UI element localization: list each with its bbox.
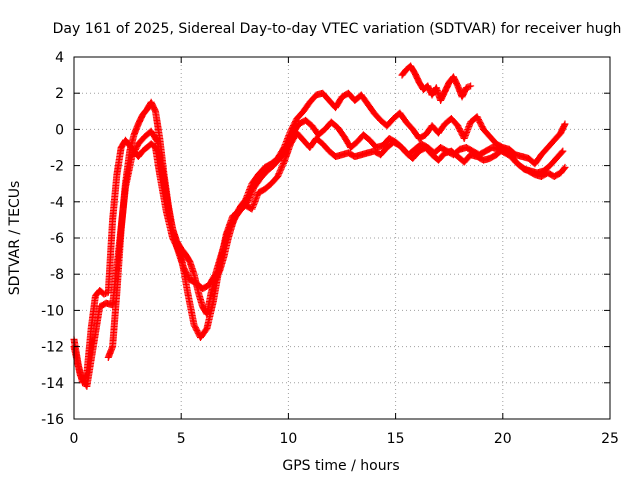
data-markers [70,62,569,390]
y-tick-label: 0 [55,122,64,138]
y-tick-label: -10 [41,303,64,319]
series-upper-branch-markers [104,89,569,361]
y-tick-label: -16 [41,412,64,428]
axis-ticks [73,56,611,420]
series-lower-branch-markers [70,129,569,387]
y-tick-label: -4 [50,195,64,211]
y-tick-label: -12 [41,340,64,356]
y-tick-label: -2 [50,159,64,175]
y-tick-label: -8 [50,267,64,283]
y-tick-label: -6 [50,231,64,247]
y-tick-label: 4 [55,50,64,66]
chart-title: Day 161 of 2025, Sidereal Day-to-day VTE… [53,21,622,37]
x-axis-label: GPS time / hours [282,458,399,474]
x-tick-labels: 0 5 10 15 20 25 [70,431,619,447]
x-tick-label: 10 [279,431,297,447]
y-tick-labels: -16 -14 -12 -10 -8 -6 -4 -2 0 2 4 [41,50,64,428]
x-tick-label: 15 [387,431,405,447]
x-tick-label: 0 [70,431,79,447]
y-tick-label: 2 [55,86,64,102]
series-top-segment-markers [398,62,475,104]
x-tick-label: 25 [601,431,619,447]
y-tick-label: -14 [41,376,64,392]
y-axis-label: SDTVAR / TECUs [7,181,23,296]
x-tick-label: 20 [494,431,512,447]
x-tick-label: 5 [177,431,186,447]
